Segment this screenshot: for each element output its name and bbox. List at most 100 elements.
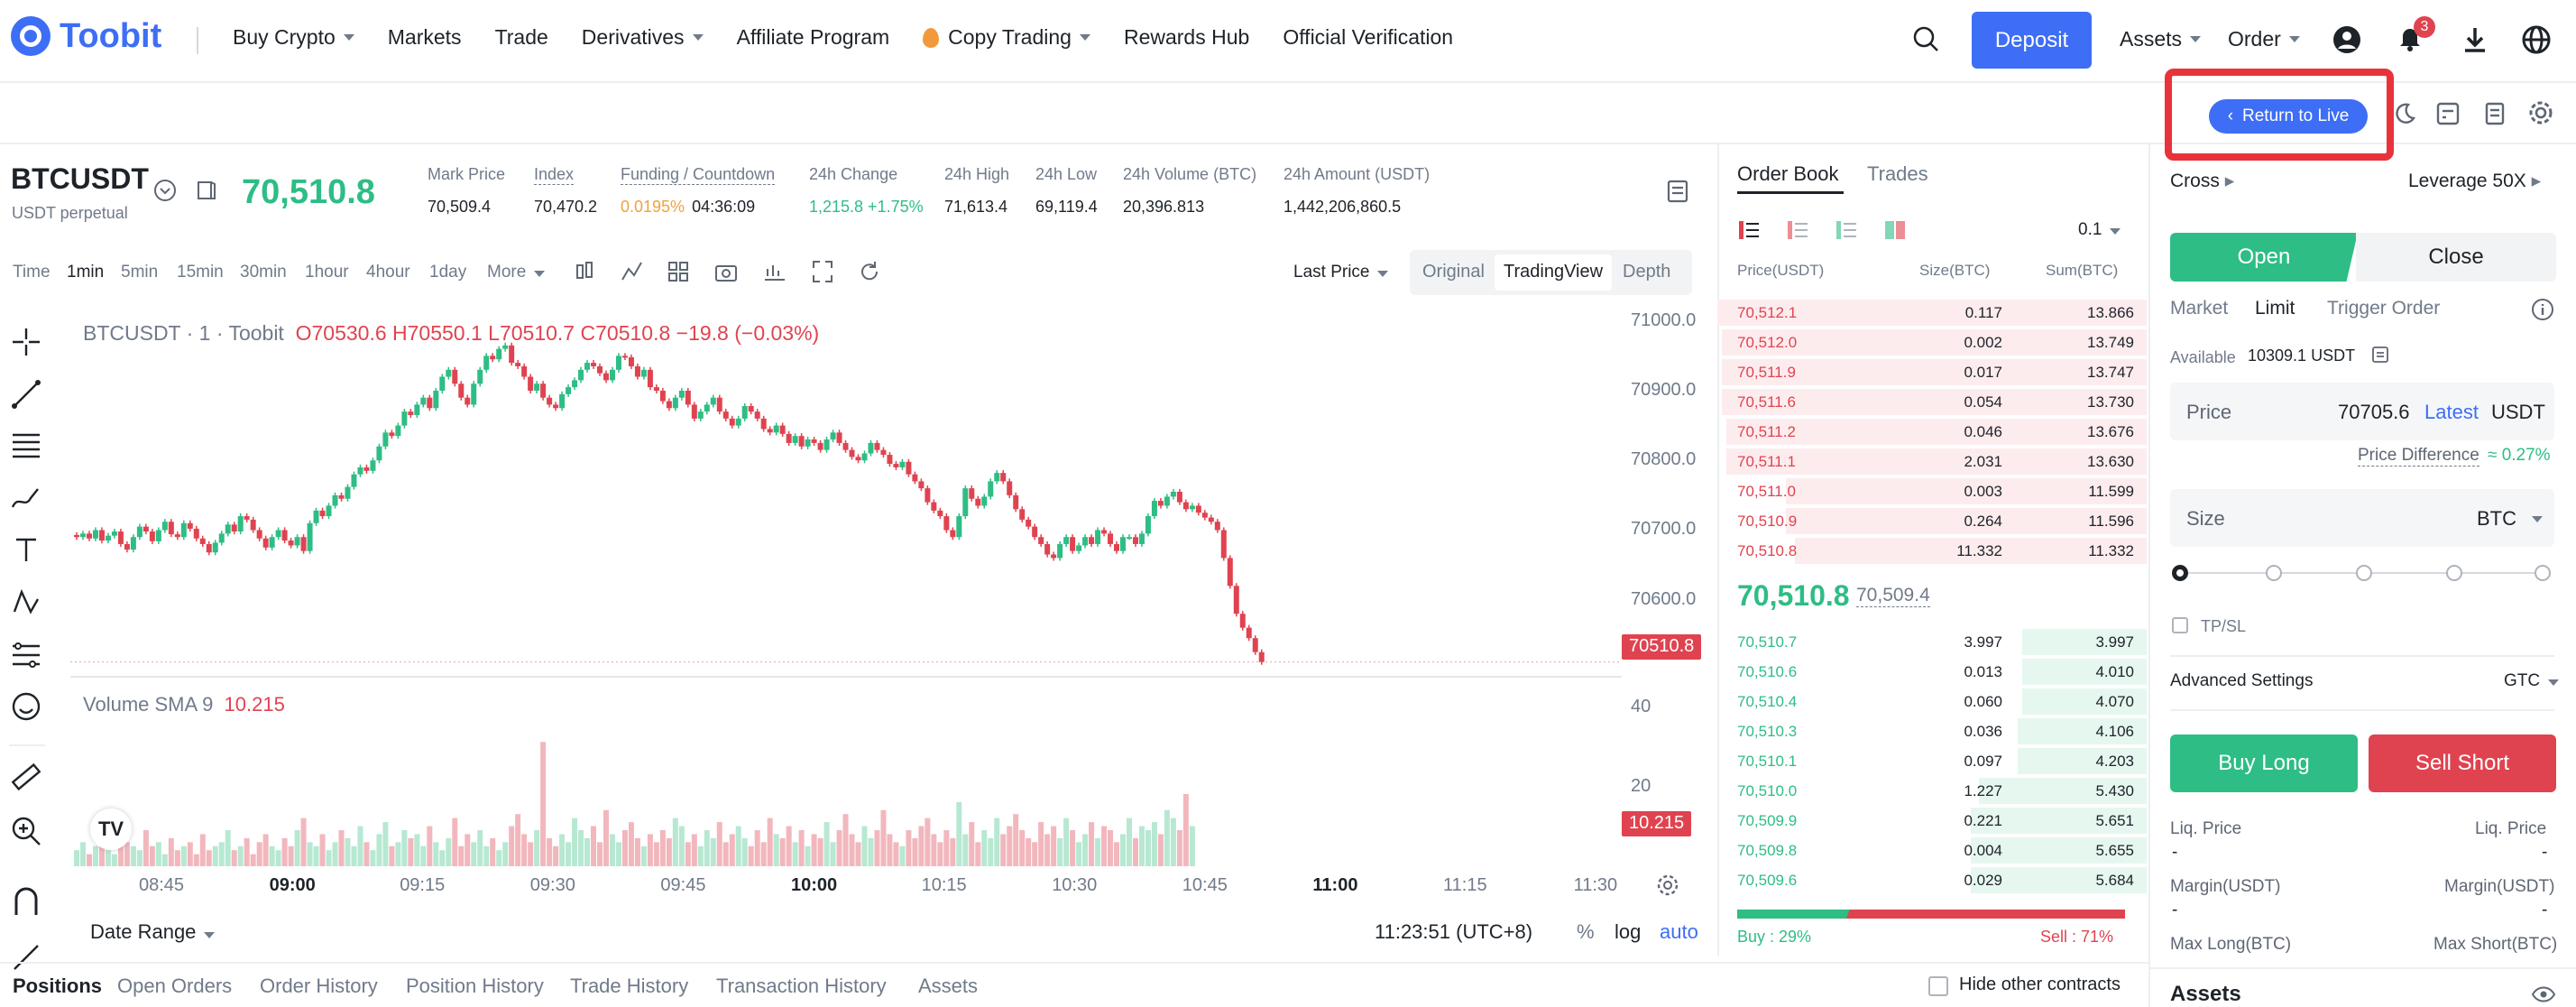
ask-row[interactable]: 70,510.9 0.264 11.596 — [1717, 506, 2147, 536]
reset-icon[interactable] — [859, 260, 880, 283]
bid-row[interactable]: 70,509.6 0.029 5.684 — [1717, 865, 2147, 895]
ask-row[interactable]: 70,511.2 0.046 13.676 — [1717, 417, 2147, 447]
book-asks-icon[interactable] — [1788, 220, 1808, 240]
view-depth[interactable]: Depth — [1623, 262, 1671, 282]
pattern-icon[interactable] — [9, 585, 43, 619]
compare-icon[interactable] — [763, 260, 787, 283]
view-original[interactable]: Original — [1422, 262, 1485, 282]
interval-5min[interactable]: 5min — [121, 263, 158, 282]
interval-1hour[interactable]: 1hour — [305, 263, 349, 282]
eye-icon[interactable] — [2531, 985, 2556, 1003]
trend-line-icon[interactable] — [9, 377, 43, 411]
tab-trades[interactable]: Trades — [1867, 162, 1928, 185]
slider-step[interactable] — [2266, 565, 2282, 581]
percent-toggle[interactable]: % — [1577, 920, 1595, 943]
bid-row[interactable]: 70,509.8 0.004 5.655 — [1717, 836, 2147, 865]
ask-row[interactable]: 70,510.8 11.332 11.332 — [1717, 536, 2147, 566]
nav-item-markets[interactable]: Markets — [388, 25, 462, 50]
calculator-icon[interactable] — [2435, 101, 2461, 126]
interval-1day[interactable]: 1day — [429, 263, 466, 282]
deposit-button[interactable]: Deposit — [1972, 12, 2092, 69]
fullscreen-icon[interactable] — [812, 260, 833, 283]
nav-item-trade[interactable]: Trade — [495, 25, 548, 50]
assets-menu[interactable]: Assets — [2120, 27, 2202, 51]
open-tab[interactable]: Open — [2170, 233, 2358, 282]
leverage-select[interactable]: Leverage 50X ▸ — [2408, 170, 2541, 192]
ask-row[interactable]: 70,511.1 2.031 13.630 — [1717, 447, 2147, 476]
log-toggle[interactable]: log — [1615, 920, 1642, 943]
bid-row[interactable]: 70,510.4 0.060 4.070 — [1717, 687, 2147, 716]
stat-label[interactable]: Funding / Countdown — [621, 165, 776, 185]
candles-icon[interactable] — [574, 260, 595, 283]
bottom-tab-open-orders[interactable]: Open Orders — [117, 975, 233, 997]
logo[interactable]: Toobit — [11, 16, 161, 56]
bottom-tab-position-history[interactable]: Position History — [406, 975, 544, 997]
ask-row[interactable]: 70,512.1 0.117 13.866 — [1717, 298, 2147, 328]
bottom-tab-positions[interactable]: Positions — [13, 975, 103, 997]
nav-item-copy-trading[interactable]: Copy Trading — [923, 25, 1090, 50]
precision-select[interactable]: 0.1 — [2078, 220, 2121, 240]
bid-row[interactable]: 70,510.1 0.097 4.203 — [1717, 746, 2147, 776]
ask-row[interactable]: 70,511.6 0.054 13.730 — [1717, 387, 2147, 417]
lock-drawing-icon[interactable] — [9, 938, 43, 973]
brush-icon[interactable] — [9, 480, 43, 514]
price-type-select[interactable]: Last Price — [1293, 263, 1389, 282]
nav-item-affiliate-program[interactable]: Affiliate Program — [737, 25, 890, 50]
return-to-live-button[interactable]: ‹ Return to Live — [2209, 99, 2368, 134]
tab-order-book[interactable]: Order Book — [1737, 162, 1839, 185]
bottom-tab-assets[interactable]: Assets — [918, 975, 979, 997]
margin-mode-select[interactable]: Cross ▸ — [2170, 170, 2234, 192]
nav-item-derivatives[interactable]: Derivatives — [582, 25, 704, 50]
notes-icon[interactable] — [1665, 179, 1690, 204]
sell-short-button[interactable]: Sell Short — [2369, 734, 2556, 792]
user-avatar-icon[interactable] — [2332, 25, 2361, 54]
transfer-icon[interactable] — [2370, 345, 2390, 365]
interval-4hour[interactable]: 4hour — [366, 263, 410, 282]
zoom-in-icon[interactable] — [9, 814, 43, 848]
chart-settings-icon[interactable] — [1656, 873, 1679, 897]
slider-step[interactable] — [2446, 565, 2462, 581]
bid-row[interactable]: 70,510.7 3.997 3.997 — [1717, 627, 2147, 657]
ask-row[interactable]: 70,511.0 0.003 11.599 — [1717, 476, 2147, 506]
ruler-icon[interactable] — [9, 760, 43, 794]
interval-30min[interactable]: 30min — [240, 263, 287, 282]
crosshair-icon[interactable] — [9, 325, 43, 359]
close-tab[interactable]: Close — [2356, 233, 2556, 282]
bid-row[interactable]: 70,510.6 0.013 4.010 — [1717, 657, 2147, 687]
magnet-icon[interactable] — [9, 884, 43, 919]
document-icon[interactable] — [2482, 101, 2507, 126]
bid-row[interactable]: 70,510.0 1.227 5.430 — [1717, 776, 2147, 806]
view-tradingview[interactable]: TradingView — [1495, 254, 1613, 291]
price-input[interactable]: Price 70705.6 Latest USDT — [2170, 383, 2554, 440]
price-chart[interactable] — [70, 307, 1712, 875]
type-limit[interactable]: Limit — [2255, 298, 2295, 319]
interval-more[interactable]: More — [487, 263, 546, 282]
moon-icon[interactable] — [2392, 101, 2417, 126]
book-bids-icon[interactable] — [1836, 220, 1856, 240]
emoji-icon[interactable] — [9, 689, 43, 724]
nav-item-official-verification[interactable]: Official Verification — [1283, 25, 1453, 50]
slider-handle[interactable] — [2172, 565, 2188, 581]
slider-step[interactable] — [2356, 565, 2372, 581]
book-both-icon[interactable] — [1739, 220, 1759, 240]
search-icon[interactable] — [1912, 25, 1939, 52]
interval-1min[interactable]: 1min — [67, 263, 104, 282]
tpsl-checkbox[interactable] — [2172, 617, 2188, 633]
slider-step[interactable] — [2535, 565, 2551, 581]
interval-15min[interactable]: 15min — [177, 263, 224, 282]
fib-lines-icon[interactable] — [9, 428, 43, 462]
indicator-icon[interactable] — [621, 260, 642, 283]
hide-other-checkbox[interactable] — [1928, 976, 1948, 996]
type-market[interactable]: Market — [2170, 298, 2229, 319]
auto-toggle[interactable]: auto — [1660, 920, 1698, 943]
book-icon[interactable] — [195, 179, 218, 202]
text-tool-icon[interactable] — [9, 532, 43, 567]
bottom-tab-order-history[interactable]: Order History — [260, 975, 378, 997]
advanced-settings[interactable]: Advanced Settings — [2170, 671, 2314, 690]
ask-row[interactable]: 70,511.9 0.017 13.747 — [1717, 357, 2147, 387]
camera-icon[interactable] — [714, 260, 738, 283]
ask-row[interactable]: 70,512.0 0.002 13.749 — [1717, 328, 2147, 357]
download-icon[interactable] — [2461, 25, 2489, 54]
bid-row[interactable]: 70,510.3 0.036 4.106 — [1717, 716, 2147, 746]
gtc-select[interactable]: GTC — [2504, 671, 2560, 691]
